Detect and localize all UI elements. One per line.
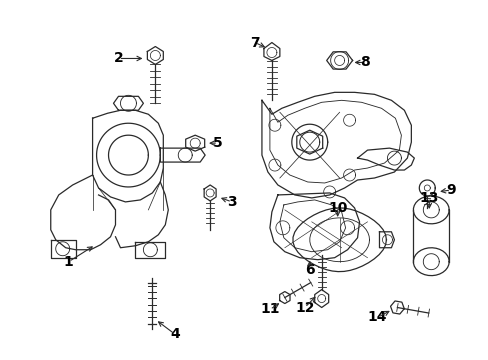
Text: 13: 13	[419, 191, 438, 205]
Text: 6: 6	[305, 263, 314, 276]
Text: 12: 12	[294, 301, 314, 315]
Text: 7: 7	[250, 36, 259, 50]
Text: 5: 5	[213, 136, 223, 150]
Text: 2: 2	[113, 51, 123, 66]
Text: 1: 1	[63, 255, 73, 269]
Text: 11: 11	[260, 302, 279, 316]
Text: 8: 8	[359, 55, 368, 69]
Text: 10: 10	[327, 201, 346, 215]
Text: 14: 14	[367, 310, 386, 324]
Text: 4: 4	[170, 327, 180, 341]
Text: 3: 3	[227, 195, 236, 209]
Text: 9: 9	[446, 183, 455, 197]
